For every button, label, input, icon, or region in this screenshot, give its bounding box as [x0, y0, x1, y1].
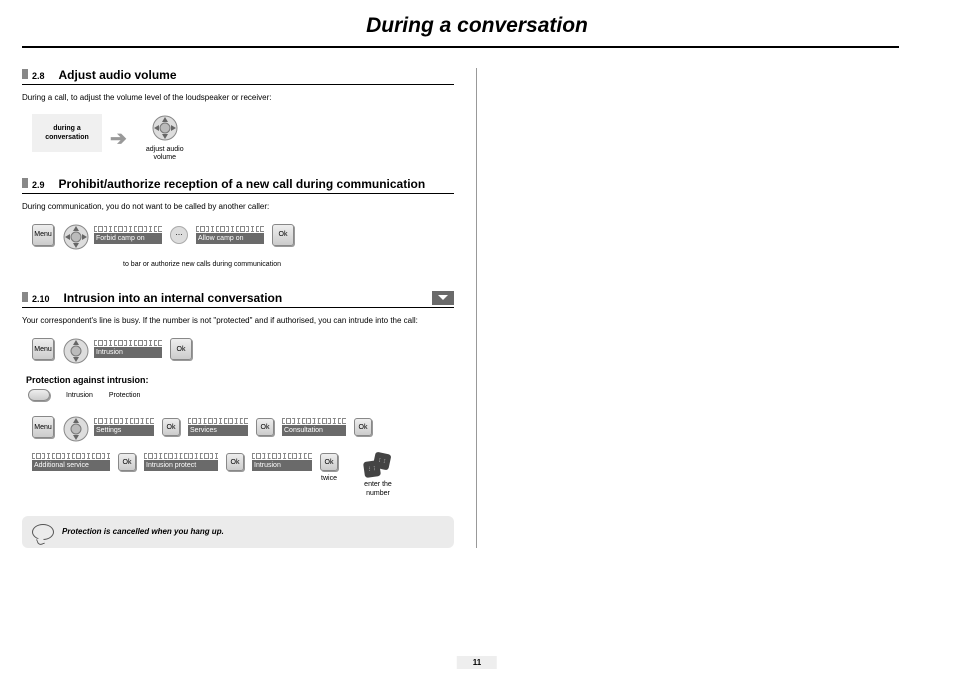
section-2-8-body: During a call, to adjust the volume leve…	[22, 93, 454, 102]
content-area: 2.8 Adjust audio volume During a call, t…	[0, 48, 954, 548]
softkey-intrusion: Intrusion	[252, 453, 312, 471]
nav-wheel-stack: adjust audio volume	[135, 114, 195, 163]
arrow-icon: ➔	[110, 126, 127, 151]
speech-bubble-icon	[32, 524, 54, 540]
crumb-protection: Protection	[109, 392, 141, 399]
nav-wheel-icon	[151, 114, 179, 142]
section-2-10-head: 2.10 Intrusion into an internal conversa…	[22, 289, 454, 308]
nav-wheel-icon	[62, 223, 86, 247]
ok-twice-stack: Ok twice	[320, 453, 338, 483]
softkey-intrusion: Intrusion	[94, 340, 162, 358]
dice-caption: enter the number	[356, 481, 400, 498]
nav-wheel-icon	[62, 415, 86, 439]
twice-caption: twice	[321, 475, 337, 483]
state-box: during a conversation	[32, 114, 102, 152]
softkey-label: Consultation	[282, 425, 346, 436]
ok-key-icon: Ok	[256, 418, 274, 436]
subsection-protection: Protection against intrusion:	[26, 375, 454, 385]
or-separator-icon: ⋯	[170, 226, 188, 244]
note-callout: Protection is cancelled when you hang up…	[22, 516, 454, 548]
section-2-10-body: Your correspondent's line is busy. If th…	[22, 316, 454, 325]
breadcrumb-row: Intrusion Protection	[28, 389, 454, 401]
dropdown-icon	[432, 291, 454, 305]
wheel-caption: adjust audio volume	[135, 146, 195, 163]
softkey-label: Additional service	[32, 460, 110, 471]
softkey-label: Services	[188, 425, 248, 436]
section-marker	[22, 69, 28, 79]
section-number: 2.10	[32, 294, 50, 304]
softkey-label: Intrusion protect	[144, 460, 218, 471]
dice-icon: ⋮⋮⋮⋮	[364, 453, 392, 477]
softkey-settings: Settings	[94, 418, 154, 436]
section-2-10-row3: Additional service Ok Intrusion protect …	[32, 453, 454, 498]
ok-key-icon: Ok	[170, 338, 192, 360]
softkey-label: Forbid camp on	[94, 233, 162, 244]
section-title: Prohibit/authorize reception of a new ca…	[59, 177, 426, 191]
softkey-label: Intrusion	[94, 347, 162, 358]
section-2-9-head: 2.9 Prohibit/authorize reception of a ne…	[22, 177, 454, 194]
note-text: Protection is cancelled when you hang up…	[62, 527, 224, 536]
section-number: 2.8	[32, 71, 45, 81]
section-number: 2.9	[32, 180, 45, 190]
page-title: During a conversation	[0, 0, 954, 46]
softkey-consultation: Consultation	[282, 418, 346, 436]
section-2-10-row2: Menu Settings Ok Services Ok Consultatio…	[32, 415, 454, 439]
section-marker	[22, 178, 28, 188]
softkey-allow-camp-on: Allow camp on	[196, 226, 264, 244]
right-column	[477, 68, 954, 548]
dice-stack: ⋮⋮⋮⋮ enter the number	[356, 453, 400, 498]
section-marker	[22, 292, 28, 302]
section-2-8-head: 2.8 Adjust audio volume	[22, 68, 454, 85]
section-2-9-body: During communication, you do not want to…	[22, 202, 454, 211]
crumb-intrusion: Intrusion	[66, 392, 93, 399]
section-2-10-row1: Menu Intrusion Ok	[32, 337, 454, 361]
ok-key-icon: Ok	[272, 224, 294, 246]
nav-wheel-icon	[62, 337, 86, 361]
ok-key-icon: Ok	[226, 453, 244, 471]
ok-key-icon: Ok	[354, 418, 372, 436]
section-2-8-flow: during a conversation ➔ adjust audio vol…	[32, 114, 454, 163]
page-number: 11	[457, 656, 497, 669]
ok-key-icon: Ok	[118, 453, 136, 471]
menu-key-icon: Menu	[32, 224, 54, 246]
softkey-label: Intrusion	[252, 460, 312, 471]
softkey-additional-service: Additional service	[32, 453, 110, 471]
menu-key-icon: Menu	[32, 416, 54, 438]
softkey-label: Allow camp on	[196, 233, 264, 244]
ok-key-icon: Ok	[320, 453, 338, 471]
left-column: 2.8 Adjust audio volume During a call, t…	[22, 68, 477, 548]
ok-key-icon: Ok	[162, 418, 180, 436]
section-title: Adjust audio volume	[59, 68, 177, 82]
softkey-services: Services	[188, 418, 248, 436]
section-title: Intrusion into an internal conversation	[64, 291, 283, 305]
section-2-9-caption: to bar or authorize new calls during com…	[102, 261, 302, 269]
pill-key-icon	[28, 389, 50, 401]
section-2-9-flow: Menu Forbid camp on ⋯ Allow camp on Ok	[32, 223, 454, 247]
softkey-label: Settings	[94, 425, 154, 436]
softkey-forbid-camp-on: Forbid camp on	[94, 226, 162, 244]
softkey-intrusion-protect: Intrusion protect	[144, 453, 218, 471]
menu-key-icon: Menu	[32, 338, 54, 360]
